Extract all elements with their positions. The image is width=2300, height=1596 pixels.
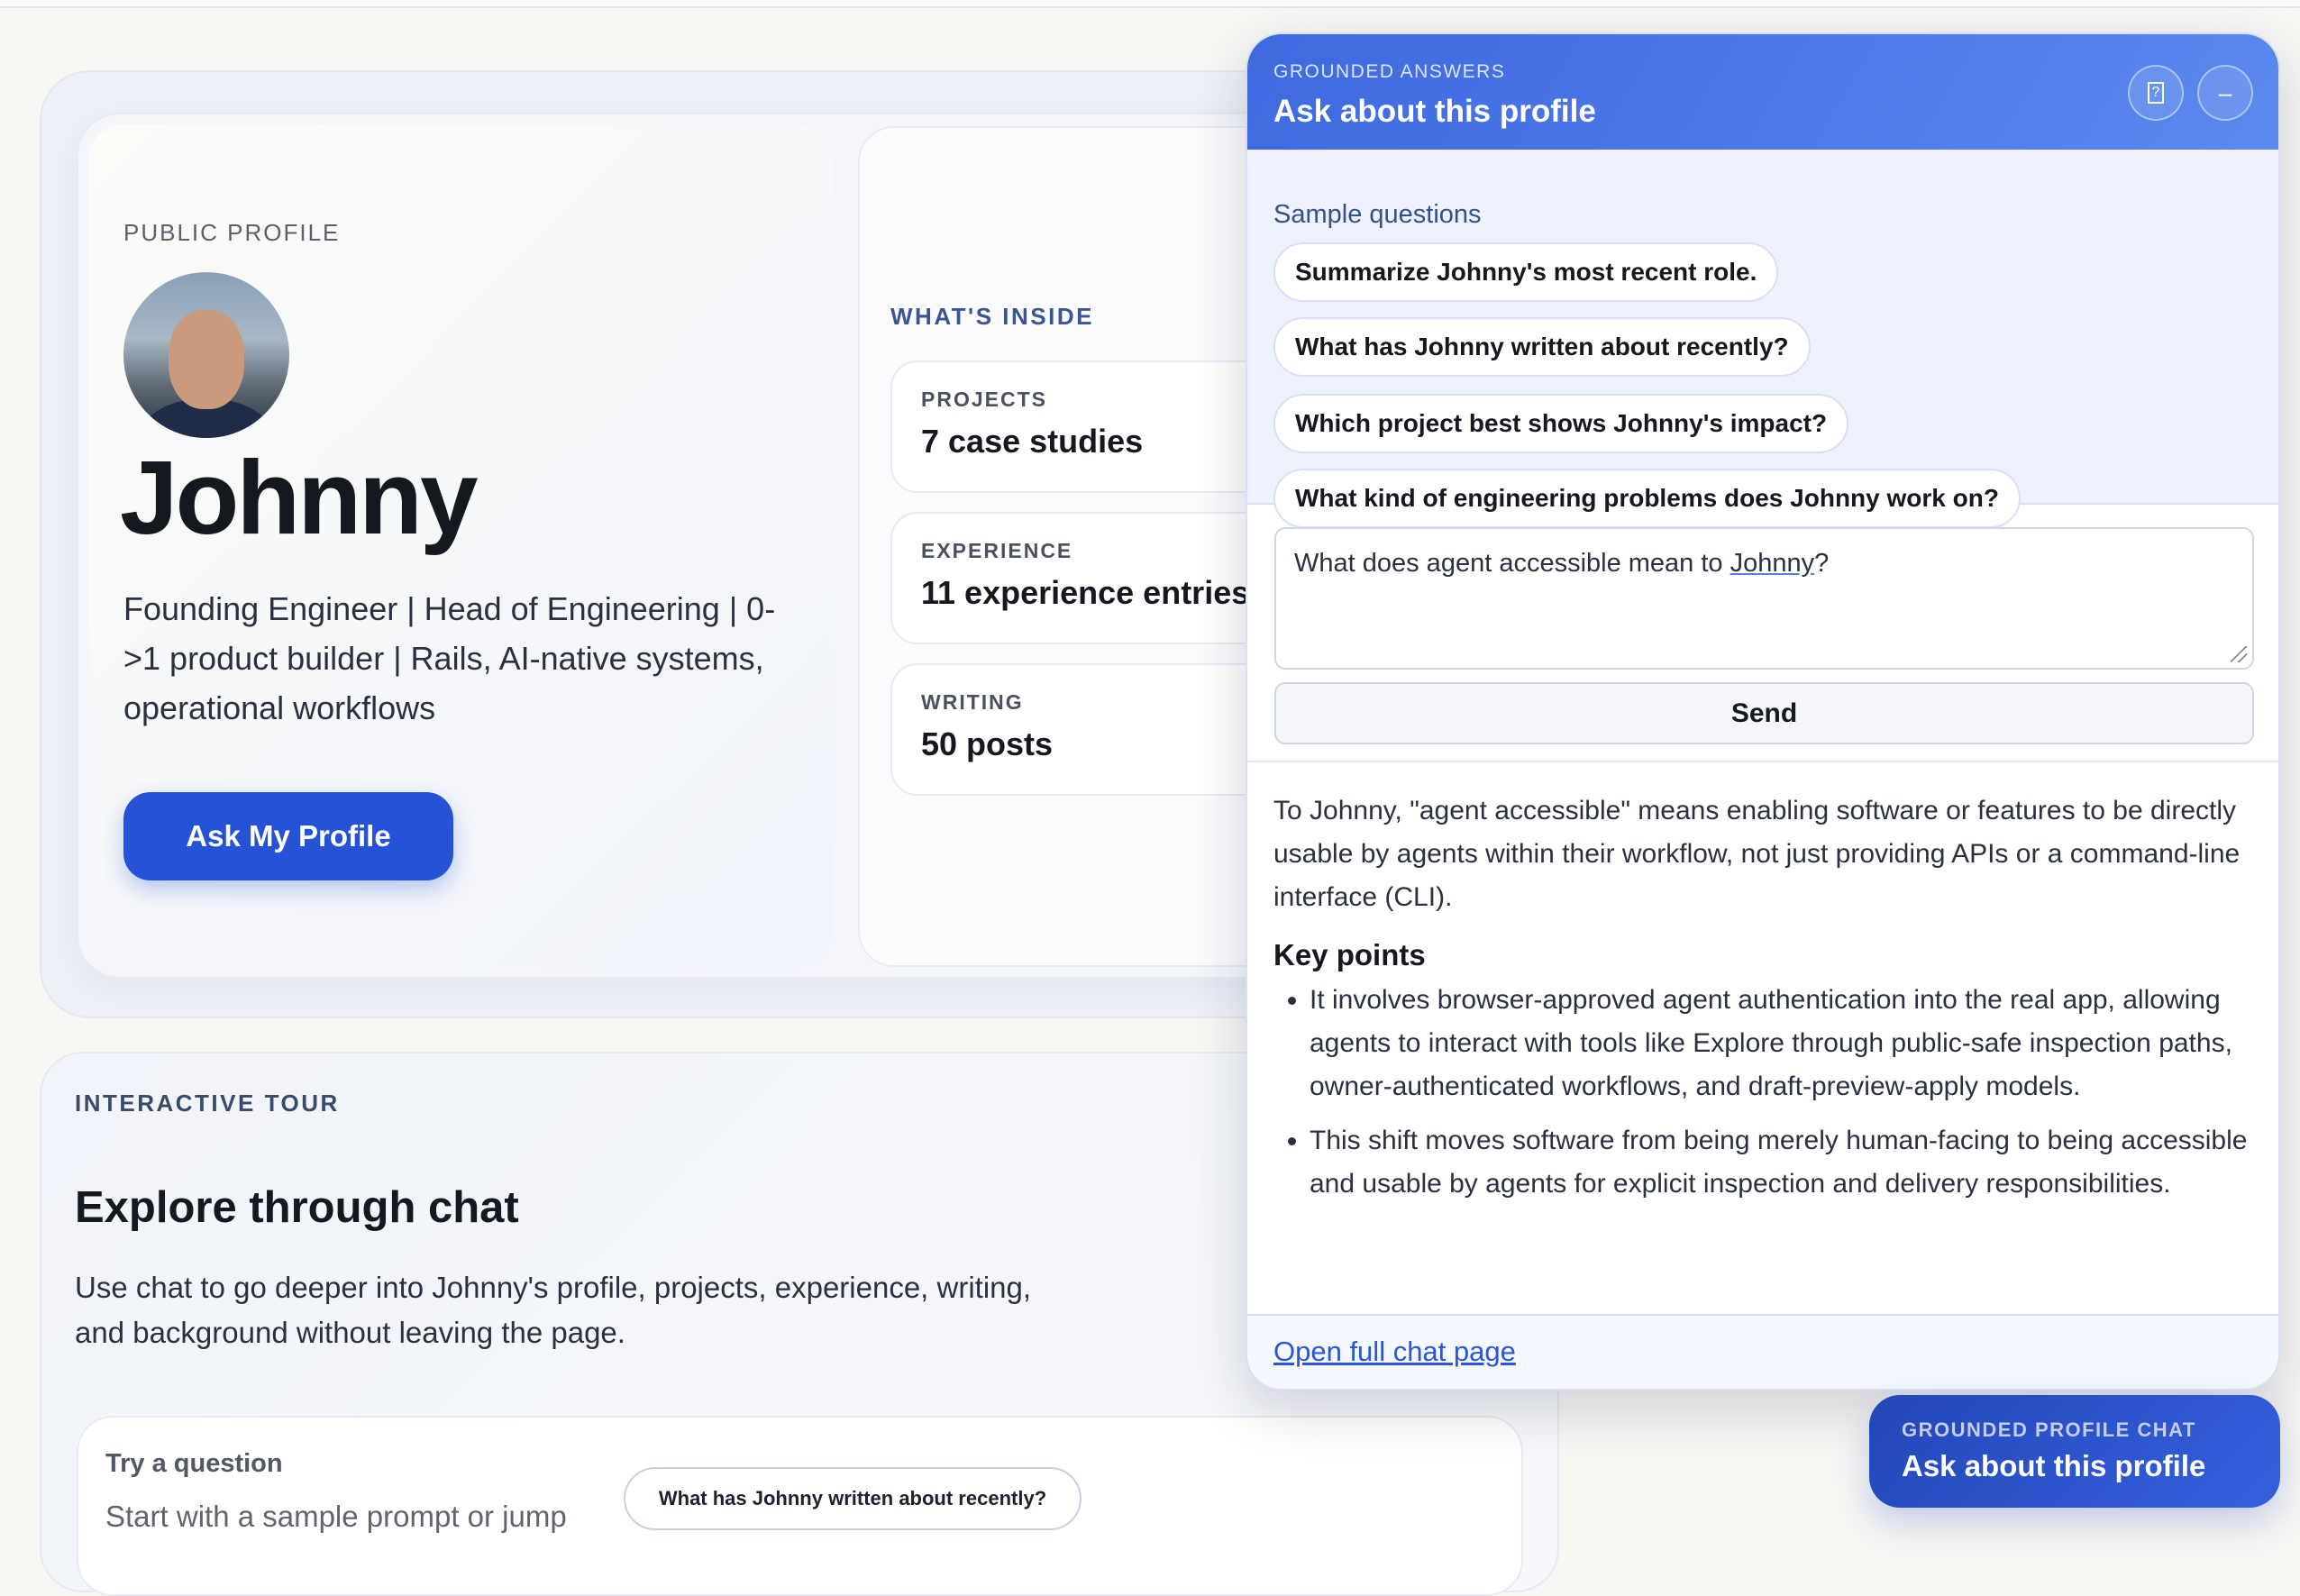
sample-questions-label: Sample questions [1273, 200, 1482, 229]
answer-point: This shift moves software from being mer… [1310, 1119, 2256, 1206]
browser-top-edge [0, 0, 2300, 8]
divider [1247, 761, 2278, 762]
help-icon[interactable]: ? [2128, 65, 2184, 121]
try-question-chip[interactable]: What has Johnny written about recently? [624, 1467, 1082, 1530]
sample-question-chip[interactable]: Summarize Johnny's most recent role. [1273, 242, 1779, 302]
profile-eyebrow: PUBLIC PROFILE [123, 219, 341, 246]
answer-intro: To Johnny, "agent accessible" means enab… [1273, 796, 2241, 912]
try-title: Try a question [105, 1449, 283, 1478]
try-subtitle: Start with a sample prompt or jump [105, 1500, 567, 1533]
stat-value: 50 posts [921, 725, 1054, 762]
sample-questions: Sample questions Summarize Johnny's most… [1247, 150, 2278, 528]
sample-question-chip[interactable]: Which project best shows Johnny's impact… [1273, 394, 1849, 453]
input-text: What does agent accessible mean to [1294, 549, 1730, 578]
profile-description: Founding Engineer | Head of Engineering … [123, 590, 776, 726]
stat-label: EXPERIENCE [921, 539, 1073, 562]
resize-handle-icon[interactable] [2231, 646, 2247, 662]
ask-my-profile-button[interactable]: Ask My Profile [123, 792, 453, 880]
launcher-eyebrow: GROUNDED PROFILE CHAT [1902, 1418, 2196, 1441]
input-text-end: ? [1814, 549, 1830, 578]
stat-experience[interactable]: EXPERIENCE 11 experience entries [890, 512, 1305, 644]
question-input[interactable]: What does agent accessible mean to Johnn… [1274, 527, 2254, 670]
chat-answer: To Johnny, "agent accessible" means enab… [1273, 789, 2256, 1217]
chat-title: Ask about this profile [1273, 94, 1596, 129]
avatar-face [169, 310, 244, 409]
minimize-icon[interactable]: – [2197, 65, 2253, 121]
profile-name: Johnny [120, 439, 478, 556]
chat-panel: GROUNDED ANSWERS Ask about this profile … [1246, 32, 2280, 1391]
stat-label: WRITING [921, 690, 1024, 714]
stat-value: 11 experience entries [921, 574, 1250, 611]
launcher-title: Ask about this profile [1902, 1449, 2206, 1482]
sample-question-chip[interactable]: What kind of engineering problems does J… [1273, 469, 2021, 528]
tour-title: Explore through chat [75, 1183, 519, 1232]
stat-projects[interactable]: PROJECTS 7 case studies [890, 360, 1305, 493]
chat-eyebrow: GROUNDED ANSWERS [1273, 61, 1506, 82]
whats-inside-title: WHAT'S INSIDE [890, 303, 1094, 330]
stat-label: PROJECTS [921, 388, 1047, 411]
stat-value: 7 case studies [921, 423, 1144, 460]
sample-question-chip[interactable]: What has Johnny written about recently? [1273, 317, 1811, 377]
tour-eyebrow: INTERACTIVE TOUR [75, 1090, 340, 1117]
answer-heading: Key points [1273, 938, 1426, 971]
profile-chat-launcher[interactable]: GROUNDED PROFILE CHAT Ask about this pro… [1869, 1395, 2280, 1508]
tour-text: Use chat to go deeper into Johnny's prof… [75, 1271, 1032, 1349]
avatar [123, 272, 289, 438]
answer-point: It involves browser-approved agent authe… [1310, 979, 2256, 1108]
chat-footer: Open full chat page [1247, 1314, 2278, 1389]
input-text-underlined: Johnny [1730, 549, 1815, 578]
open-full-chat-link[interactable]: Open full chat page [1273, 1336, 1516, 1367]
send-button[interactable]: Send [1274, 682, 2254, 744]
chat-header: GROUNDED ANSWERS Ask about this profile … [1247, 34, 2278, 150]
stat-writing[interactable]: WRITING 50 posts [890, 663, 1305, 796]
